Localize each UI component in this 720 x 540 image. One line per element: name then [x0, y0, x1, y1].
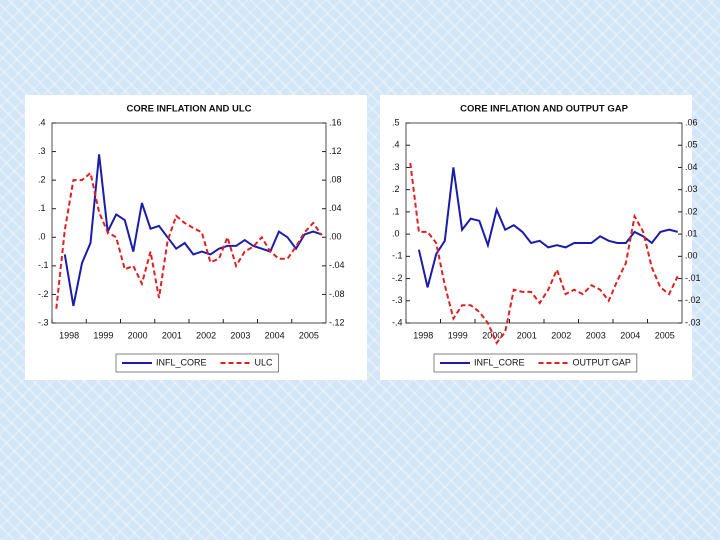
- legend-label: ULC: [255, 357, 274, 367]
- x-tick-label: 2001: [517, 330, 537, 340]
- y2-tick-label: .00: [329, 232, 342, 242]
- y2-tick-label: -.04: [329, 260, 345, 270]
- y2-tick-label: .03: [685, 184, 698, 194]
- x-tick-label: 2000: [128, 330, 148, 340]
- y-tick-label: .2: [38, 175, 46, 185]
- y2-tick-label: .05: [685, 140, 698, 150]
- panel: [380, 95, 692, 380]
- panel: [25, 95, 367, 380]
- y-tick-label: .0: [38, 232, 46, 242]
- y-tick-label: -.3: [392, 295, 403, 305]
- y-tick-label: .3: [392, 162, 400, 172]
- y-tick-label: -.4: [392, 317, 403, 327]
- legend-label: INFL_CORE: [156, 357, 207, 367]
- y2-tick-label: -.08: [329, 289, 345, 299]
- y2-tick-label: .00: [685, 251, 698, 261]
- y2-tick-label: -.12: [329, 317, 345, 327]
- y-tick-label: -.1: [38, 260, 49, 270]
- legend-label: OUTPUT GAP: [573, 357, 631, 367]
- x-tick-label: 1998: [59, 330, 79, 340]
- y-tick-label: -.1: [392, 251, 403, 261]
- y2-tick-label: .06: [685, 117, 698, 127]
- y-tick-label: .1: [392, 206, 400, 216]
- legend-frame: [115, 353, 279, 373]
- y2-tick-label: .04: [329, 203, 342, 213]
- y-tick-label: .4: [392, 140, 400, 150]
- y-tick-label: .5: [392, 117, 400, 127]
- x-tick-label: 1999: [448, 330, 468, 340]
- y2-tick-label: .04: [685, 162, 698, 172]
- x-tick-label: 2005: [299, 330, 319, 340]
- y2-tick-label: -.01: [685, 273, 701, 283]
- x-tick-label: 2004: [620, 330, 640, 340]
- legend-label: INFL_CORE: [474, 357, 525, 367]
- series-line: [417, 167, 678, 288]
- x-tick-label: 2004: [265, 330, 285, 340]
- y2-tick-label: .01: [685, 228, 698, 238]
- y2-tick-label: .16: [329, 117, 342, 127]
- legend-frame: [433, 353, 638, 373]
- y2-tick-label: .12: [329, 146, 342, 156]
- y2-tick-label: -.02: [685, 295, 701, 305]
- y2-tick-label: .02: [685, 206, 698, 216]
- x-tick-label: 1998: [413, 330, 433, 340]
- y-tick-label: -.2: [392, 273, 403, 283]
- chart-title: CORE INFLATION AND OUTPUT GAP: [460, 104, 628, 115]
- y2-tick-label: -.03: [685, 317, 701, 327]
- x-tick-label: 1999: [93, 330, 113, 340]
- y-tick-label: .1: [38, 203, 46, 213]
- x-tick-label: 2002: [196, 330, 216, 340]
- y-tick-label: -.2: [38, 289, 49, 299]
- x-tick-label: 2002: [551, 330, 571, 340]
- series-line: [55, 171, 323, 309]
- series-line: [409, 162, 679, 345]
- y-tick-label: .0: [392, 228, 400, 238]
- y2-tick-label: .08: [329, 175, 342, 185]
- x-tick-label: 2001: [162, 330, 182, 340]
- chart-title: CORE INFLATION AND ULC: [126, 104, 251, 115]
- y-tick-label: -.3: [38, 317, 49, 327]
- x-tick-label: 2005: [655, 330, 675, 340]
- y-tick-label: .2: [392, 184, 400, 194]
- y-tick-label: .4: [38, 117, 46, 127]
- x-tick-label: 2003: [230, 330, 250, 340]
- x-tick-label: 2003: [586, 330, 606, 340]
- y-tick-label: .3: [38, 146, 46, 156]
